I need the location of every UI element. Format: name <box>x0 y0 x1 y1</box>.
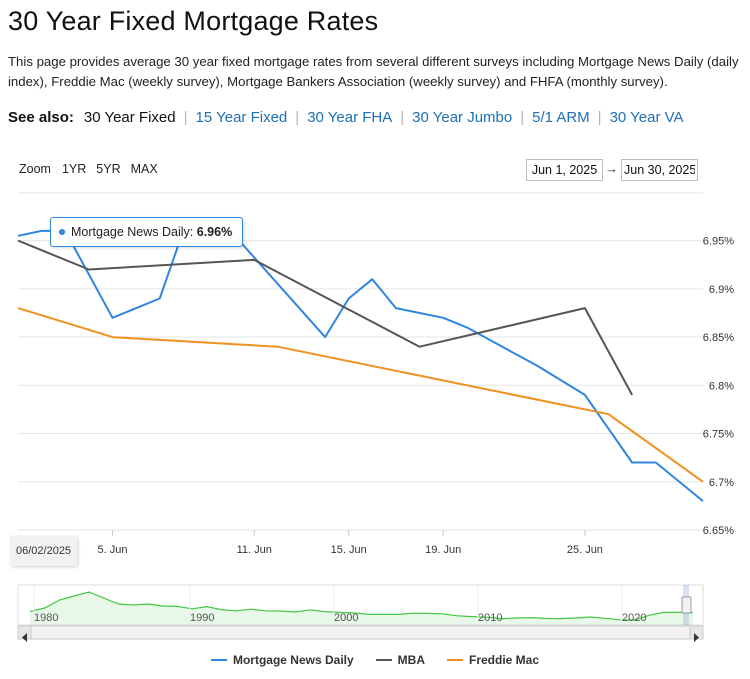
page-title: 30 Year Fixed Mortgage Rates <box>8 6 379 36</box>
tooltip-value: 6.96% <box>196 225 233 239</box>
x-tick-label: 11. Jun <box>237 544 272 556</box>
x-tick-label: 25. Jun <box>567 544 603 556</box>
y-tick-label: 6.95% <box>703 236 734 248</box>
legend-label: MBA <box>397 653 425 667</box>
zoom-1yr-button[interactable]: 1YR <box>61 162 87 176</box>
see-also-current: 30 Year Fixed <box>83 108 176 126</box>
zoom-controls: Zoom 1YR 5YR MAX <box>19 162 163 176</box>
y-tick-label: 6.75% <box>703 429 734 441</box>
series-line-mortgage-news-daily <box>17 229 704 502</box>
separator: | <box>597 108 602 126</box>
legend-item-freddie[interactable]: Freddie Mac <box>447 653 539 667</box>
navigator-area <box>30 592 693 625</box>
date-to-input[interactable] <box>621 159 698 181</box>
navigator-handle <box>681 596 692 614</box>
series-line-freddie-mac <box>17 307 704 483</box>
y-tick-label: 6.9% <box>709 284 734 296</box>
x-tick-label: 19. Jun <box>425 544 461 556</box>
y-tick-label: 6.8% <box>709 380 734 392</box>
y-tick-label: 6.65% <box>703 525 734 537</box>
navigator-year-label: 1980 <box>34 612 58 624</box>
y-tick-label: 6.7% <box>709 477 734 489</box>
separator: | <box>520 108 525 126</box>
chart-canvas[interactable]: 6.65% 6.7% 6.75% 6.8% 6.85% 6.9% 6.95% 5. Jun 1… <box>0 150 750 679</box>
x-axis-ticks: 5. Jun 11. Jun 15. Jun 19. Jun 25. Jun <box>97 530 603 556</box>
date-from-input[interactable] <box>526 159 603 181</box>
date-range-arrow: → <box>605 161 618 176</box>
data-tooltip: Mortgage News Daily: 6.96% <box>50 217 244 247</box>
x-tick-label: 5. Jun <box>97 544 127 556</box>
see-also-label: See also: <box>8 108 74 126</box>
link-30-year-jumbo[interactable]: 30 Year Jumbo <box>412 108 513 126</box>
separator: | <box>183 108 188 126</box>
separator: | <box>400 108 405 126</box>
chart-legend: Mortgage News Daily MBA Freddie Mac <box>0 653 750 667</box>
rate-chart: 6.65% 6.7% 6.75% 6.8% 6.85% 6.9% 6.95% 5. Jun 1… <box>0 150 750 679</box>
legend-swatch <box>210 659 227 661</box>
link-30-year-fha[interactable]: 30 Year FHA <box>307 108 393 126</box>
legend-item-mnd[interactable]: Mortgage News Daily <box>210 653 354 667</box>
link-15-year-fixed[interactable]: 15 Year Fixed <box>195 108 288 126</box>
y-tick-label: 6.85% <box>703 332 734 344</box>
zoom-label: Zoom <box>19 162 51 176</box>
navigator: 1980 1990 2000 2010 2020 <box>17 584 704 642</box>
legend-label: Freddie Mac <box>469 653 540 667</box>
link-5-1-arm[interactable]: 5/1 ARM <box>532 108 590 126</box>
scroll-right-arrow-icon <box>694 633 699 642</box>
x-tick-label: 15. Jun <box>331 544 367 556</box>
legend-swatch <box>447 659 463 661</box>
series-line-mba <box>17 239 633 396</box>
y-axis-ticks: 6.65% 6.7% 6.75% 6.8% 6.85% 6.9% 6.95% <box>703 236 734 537</box>
separator: | <box>295 108 300 126</box>
navigator-line <box>29 591 694 621</box>
link-30-year-va[interactable]: 30 Year VA <box>609 108 684 126</box>
navigator-year-label: 1990 <box>190 612 214 624</box>
scroll-left-arrow-icon <box>22 633 27 642</box>
zoom-max-button[interactable]: MAX <box>130 162 158 176</box>
grid-lines <box>18 192 703 531</box>
navigator-year-label: 2010 <box>478 612 502 624</box>
zoom-5yr-button[interactable]: 5YR <box>96 162 121 176</box>
tooltip-series-name: Mortgage News Daily <box>71 225 190 239</box>
navigator-year-label: 2020 <box>622 612 646 624</box>
x-crosshair-label: 06/02/2025 <box>10 536 78 566</box>
series-lines <box>17 229 704 502</box>
navigator-year-label: 2000 <box>334 612 358 624</box>
legend-item-mba[interactable]: MBA <box>375 653 425 667</box>
tooltip-series-dot <box>59 228 65 235</box>
see-also-bar: See also: 30 Year Fixed | 15 Year Fixed … <box>8 106 684 128</box>
legend-swatch <box>375 659 392 661</box>
navigator-scrollbar <box>17 625 704 640</box>
legend-label: Mortgage News Daily <box>232 653 354 667</box>
page-description: This page provides average 30 year fixed… <box>8 54 739 89</box>
